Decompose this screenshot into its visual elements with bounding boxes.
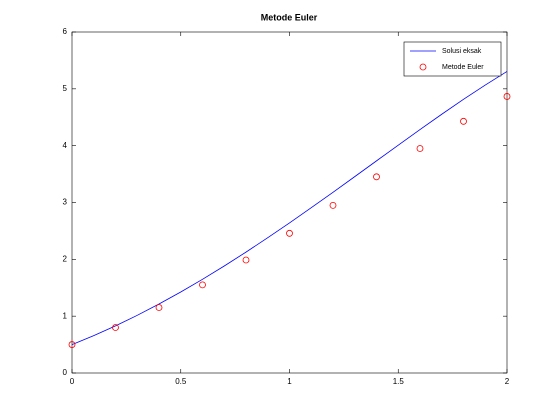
data-point [199,281,206,289]
legend-box [403,41,502,77]
data-point [155,304,163,311]
chart-title: Metode Euler [261,12,318,22]
x-tick-label: 0 [70,377,75,386]
x-tick-label: 0.5 [175,377,187,386]
x-tick-label: 2 [505,377,510,386]
legend-label: Metode Euler [442,64,484,71]
x-tick-label: 1 [287,377,292,386]
y-tick-label: 6 [63,27,68,36]
data-point [68,341,76,348]
x-tick-label: 1.5 [393,377,405,386]
legend-symbol [419,63,427,71]
y-tick-label: 2 [63,254,68,263]
y-tick-label: 5 [63,84,68,93]
data-point [460,117,467,125]
data-point [416,145,424,152]
y-tick-label: 1 [63,311,68,320]
axes-box [71,31,508,374]
data-point [286,229,293,237]
data-point [329,201,337,209]
y-tick-label: 3 [63,198,68,207]
data-point [503,93,511,100]
data-point [373,173,380,181]
data-line [71,71,508,345]
legend-label: Solusi eksak [442,48,482,55]
data-point [112,324,119,331]
y-tick-label: 4 [63,141,68,150]
data-point [242,256,250,264]
y-tick-label: 0 [63,368,68,377]
